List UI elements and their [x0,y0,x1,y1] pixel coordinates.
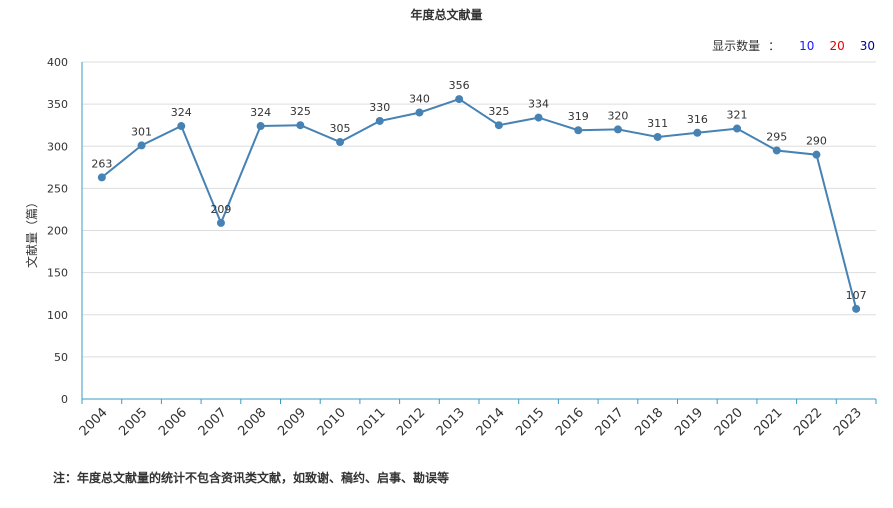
y-tick-label: 0 [61,393,68,406]
y-tick-label: 50 [54,351,68,364]
x-tick-label: 2015 [513,405,547,439]
data-label: 295 [766,130,787,143]
data-point [256,122,265,131]
axes [81,62,877,404]
data-label: 319 [568,110,589,123]
y-tick-label: 300 [47,140,68,153]
data-label: 320 [607,109,628,122]
data-point [415,108,424,117]
data-point [534,113,543,122]
data-label: 107 [846,289,867,302]
gridlines [82,61,876,358]
x-tick-label: 2004 [77,405,111,439]
data-label: 330 [369,101,390,114]
x-tick-label: 2019 [672,405,706,439]
x-tick-label: 2014 [474,405,508,439]
data-point [97,173,106,182]
series-line [101,97,858,310]
data-point [574,126,583,135]
data-label: 301 [131,125,152,138]
data-label: 316 [687,113,708,126]
data-label: 325 [290,105,311,118]
display-count-selector: 显示数量 ： 10 20 30 [712,37,875,54]
data-point [336,138,345,147]
data-label: 263 [91,157,112,170]
y-tick-label: 150 [47,267,68,280]
x-tick-label: 2009 [275,405,309,439]
data-label: 311 [647,117,668,130]
data-labels: 263 301 324 209 324 325 305 330 340 356 325 334 319 3… [91,79,866,302]
data-label: 334 [528,98,549,111]
data-point [733,124,742,133]
y-axis-label: 文献量（篇） [24,196,39,268]
x-tick-label: 2021 [752,405,786,439]
y-tick-labels: 0 50 100 150 200 250 300 350 400 [47,56,68,406]
x-tick-label: 2013 [434,405,468,439]
data-point [216,218,225,227]
x-tick-label: 2016 [553,405,587,439]
x-tick-label: 2010 [315,405,349,439]
data-point [137,141,146,150]
data-label: 290 [806,135,827,148]
data-label: 324 [171,106,192,119]
data-label: 325 [488,105,509,118]
data-point [653,132,662,141]
data-label: 209 [210,203,231,216]
y-tick-label: 200 [47,225,68,238]
display-count-option-30[interactable]: 30 [859,38,875,53]
x-tick-label: 2008 [235,405,269,439]
data-point [693,128,702,137]
x-tick-label: 2018 [632,405,666,439]
display-count-label: 显示数量 [712,39,761,53]
data-point [296,121,305,130]
data-points [97,95,861,313]
x-tick-label: 2006 [156,405,190,439]
data-label: 305 [330,122,351,135]
footnote: 注：年度总文献量的统计不包含资讯类文献，如致谢、稿约、启事、勘误等 [53,471,450,485]
y-tick-label: 350 [47,98,68,111]
display-count-option-20[interactable]: 20 [829,38,845,53]
x-tick-label: 2005 [116,405,150,439]
display-count-option-10[interactable]: 10 [799,38,815,53]
y-tick-label: 400 [47,56,68,69]
data-point [177,122,186,131]
chart-title: 年度总文献量 [410,8,483,22]
data-label: 340 [409,93,430,106]
data-point [772,146,781,155]
y-tick-label: 250 [47,182,68,195]
x-tick-label: 2023 [831,405,865,439]
x-tick-label: 2017 [593,405,627,439]
data-point [455,95,464,104]
y-tick-label: 100 [47,309,68,322]
data-label: 356 [449,79,470,92]
x-tick-label: 2007 [196,405,230,439]
data-label: 324 [250,106,271,119]
x-tick-labels: 2004 2005 2006 2007 2008 2009 2010 2011 2012 2013… [77,405,865,439]
data-point [812,150,821,159]
x-tick-label: 2011 [355,405,389,439]
x-tick-label: 2022 [791,405,825,439]
x-tick-label: 2012 [394,405,428,439]
display-count-separator: ： [768,39,781,53]
x-tick-label: 2020 [712,405,746,439]
data-label: 321 [727,109,748,122]
data-point [852,304,861,313]
data-point [375,116,384,125]
data-point [613,125,622,134]
data-point [494,121,503,130]
